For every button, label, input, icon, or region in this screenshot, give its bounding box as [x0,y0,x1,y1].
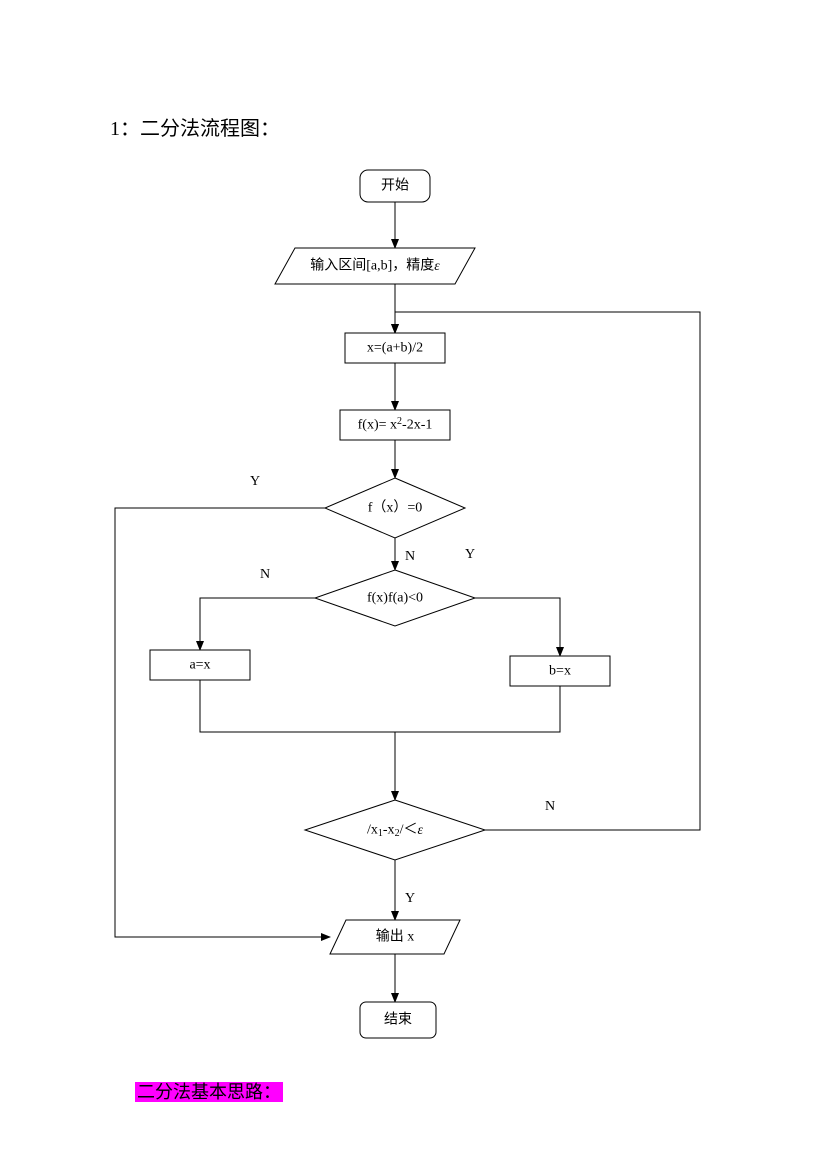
svg-text:N: N [405,549,415,564]
svg-text:Y: Y [250,474,260,489]
svg-text:开始: 开始 [381,178,409,194]
svg-text:输入区间[a,b]，精度ε: 输入区间[a,b]，精度ε [310,258,440,274]
svg-text:f(x)= x2-2x-1: f(x)= x2-2x-1 [358,416,433,433]
svg-text:f（x）=0: f（x）=0 [368,500,423,516]
svg-text:Y: Y [465,547,475,562]
svg-text:f(x)f(a)<0: f(x)f(a)<0 [367,591,423,606]
svg-text:x=(a+b)/2: x=(a+b)/2 [367,341,423,356]
page: 1：二分法流程图： NYNYYN开始输入区间[a,b]，精度εx=(a+b)/2… [0,0,826,1169]
svg-text:输出 x: 输出 x [376,929,415,945]
svg-text:N: N [545,799,555,814]
svg-text:b=x: b=x [549,664,571,679]
svg-text:结束: 结束 [384,1012,412,1028]
svg-text:a=x: a=x [189,658,210,673]
flowchart: N Y N Y Y N 开始输入区间[a,b]，精度ε x=(a+b)/2 f(x)= x2-2… [0,0,826,1169]
footer-heading: 二分法基本思路： [135,1078,283,1104]
svg-text:Y: Y [405,891,415,906]
svg-text:N: N [260,567,270,582]
